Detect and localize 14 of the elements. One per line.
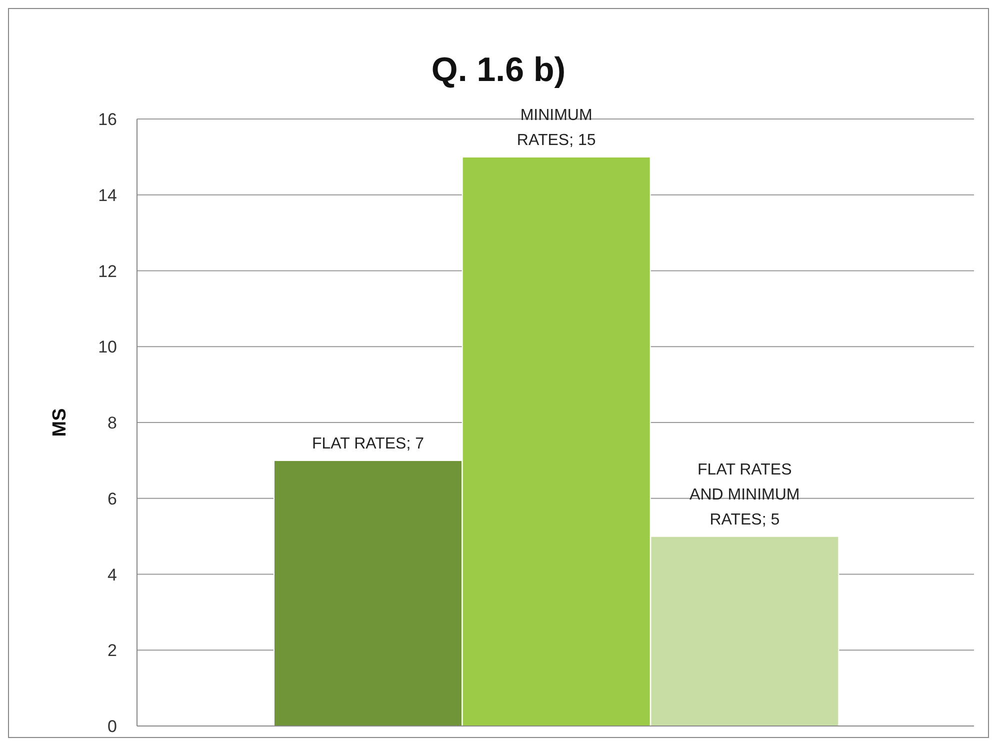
data-label: FLAT RATES AND MINIMUM RATES; 5 [690, 461, 800, 528]
y-tick-label: 10 [98, 338, 117, 357]
y-tick-label: 2 [108, 641, 117, 660]
y-tick-label: 16 [98, 110, 117, 130]
y-axis-title: MS [50, 408, 71, 437]
y-tick-label: 0 [108, 717, 117, 736]
y-tick-label: 14 [98, 186, 117, 205]
y-tick-label: 4 [108, 565, 117, 584]
data-label: FLAT RATES; 7 [312, 435, 424, 452]
y-tick-label: 8 [108, 414, 117, 433]
data-label: MINIMUM RATES; 15 [516, 106, 596, 149]
y-tick-label: 6 [108, 489, 117, 508]
y-tick-label: 12 [98, 262, 117, 281]
chart-title: Q. 1.6 b) [430, 51, 567, 90]
